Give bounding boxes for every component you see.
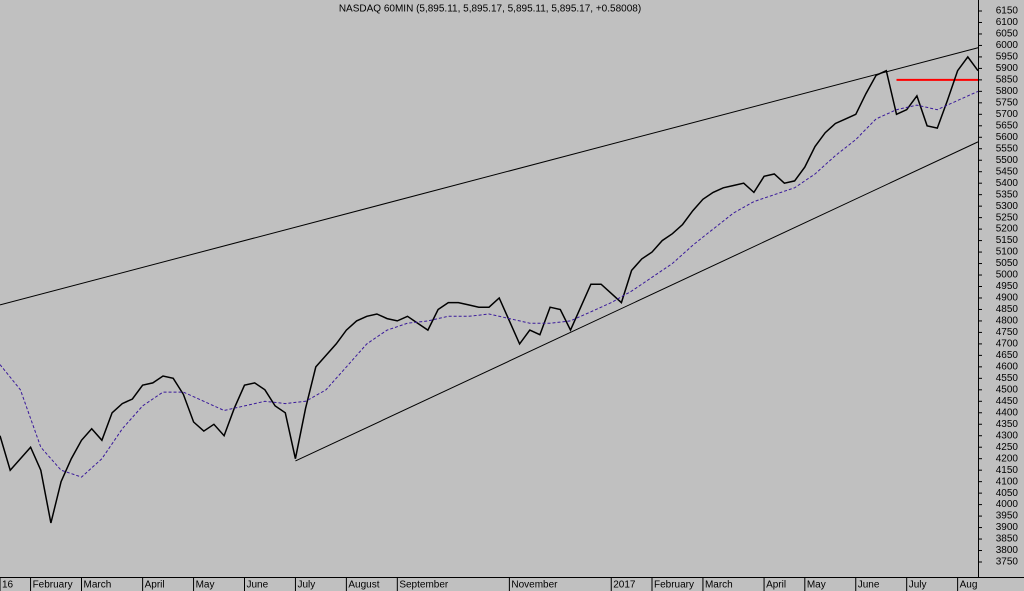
y-tick-label: 4450 (996, 396, 1019, 407)
moving-average-line (0, 90, 979, 478)
y-tick-label: 5800 (996, 86, 1019, 97)
y-tick-label: 4500 (996, 384, 1019, 395)
x-tick-label: June (858, 580, 880, 591)
y-tick-label: 5000 (996, 270, 1019, 281)
y-tick-label: 4250 (996, 442, 1019, 453)
y-tick-label: 4000 (996, 499, 1019, 510)
y-tick-label: 4550 (996, 373, 1019, 384)
x-tick-label: Aug (960, 580, 978, 591)
y-tick-label: 4850 (996, 304, 1019, 315)
y-tick-label: 4750 (996, 327, 1019, 338)
y-tick-label: 5400 (996, 178, 1019, 189)
chart-title: NASDAQ 60MIN (5,895.11, 5,895.17, 5,895.… (339, 4, 641, 15)
x-tick-label: August (348, 580, 379, 591)
x-tick-label: July (909, 580, 927, 591)
x-tick-label: November (511, 580, 558, 591)
x-tick-label: February (33, 580, 73, 591)
y-tick-label: 4150 (996, 465, 1019, 476)
trend-line (295, 141, 979, 462)
x-tick-label: May (807, 580, 826, 591)
y-tick-label: 5650 (996, 120, 1019, 131)
y-tick-label: 5450 (996, 166, 1019, 177)
x-tick-label: July (297, 580, 315, 591)
y-tick-label: 5500 (996, 155, 1019, 166)
y-tick-label: 5750 (996, 97, 1019, 108)
y-tick-label: 6100 (996, 17, 1019, 28)
y-tick-label: 5200 (996, 224, 1019, 235)
x-tick-label: June (247, 580, 269, 591)
y-tick-label: 5900 (996, 63, 1019, 74)
x-tick-label: September (399, 580, 449, 591)
y-tick-label: 5300 (996, 201, 1019, 212)
y-tick-label: 3950 (996, 511, 1019, 522)
y-tick-label: 5050 (996, 258, 1019, 269)
x-tick-label: March (84, 580, 112, 591)
y-tick-label: 4700 (996, 339, 1019, 350)
price-line (0, 55, 979, 524)
y-tick-label: 6150 (996, 6, 1019, 17)
y-tick-label: 4350 (996, 419, 1019, 430)
y-tick-label: 4300 (996, 430, 1019, 441)
y-tick-label: 5250 (996, 212, 1019, 223)
y-tick-label: 4400 (996, 407, 1019, 418)
y-tick-label: 6050 (996, 29, 1019, 40)
y-tick-label: 5600 (996, 132, 1019, 143)
y-tick-label: 5700 (996, 109, 1019, 120)
y-tick-label: 4650 (996, 350, 1019, 361)
x-tick-label: April (766, 580, 786, 591)
x-tick-label: 16 (2, 580, 14, 591)
y-tick-label: 4600 (996, 361, 1019, 372)
y-tick-label: 5150 (996, 235, 1019, 246)
x-tick-label: 2017 (613, 580, 636, 591)
y-tick-label: 3750 (996, 557, 1019, 568)
x-tick-label: May (196, 580, 215, 591)
y-tick-label: 3800 (996, 545, 1019, 556)
y-tick-label: 4050 (996, 488, 1019, 499)
y-tick-label: 5350 (996, 189, 1019, 200)
y-tick-label: 4800 (996, 316, 1019, 327)
x-tick-label: February (654, 580, 694, 591)
y-tick-label: 3850 (996, 534, 1019, 545)
trend-line (0, 47, 979, 306)
y-tick-label: 5550 (996, 143, 1019, 154)
y-tick-label: 4900 (996, 293, 1019, 304)
y-tick-label: 5850 (996, 75, 1019, 86)
y-tick-label: 4100 (996, 476, 1019, 487)
x-tick-label: April (145, 580, 165, 591)
y-tick-label: 5950 (996, 52, 1019, 63)
x-tick-label: March (705, 580, 733, 591)
y-tick-label: 4200 (996, 453, 1019, 464)
y-tick-label: 6000 (996, 40, 1019, 51)
y-tick-label: 5100 (996, 247, 1019, 258)
y-tick-label: 4950 (996, 281, 1019, 292)
y-tick-label: 3900 (996, 522, 1019, 533)
